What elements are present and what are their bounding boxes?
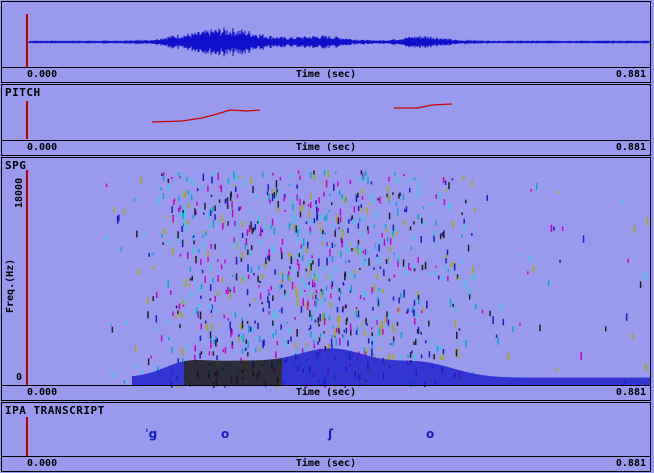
time-axis-end: 0.881 <box>615 69 646 80</box>
spectrogram-y-min: 0 <box>16 372 23 383</box>
spectrogram-panel[interactable]: SPG 18000 Freq.(Hz) 0 0.000 Time (sec) 0… <box>1 157 651 401</box>
cursor-marker[interactable] <box>26 14 28 68</box>
time-axis: 0.000 Time (sec) 0.881 <box>2 385 650 400</box>
time-axis-start: 0.000 <box>27 458 58 469</box>
ipa-symbol[interactable]: o <box>426 427 435 441</box>
spectrogram-plot <box>105 170 650 388</box>
time-axis-start: 0.000 <box>27 142 58 153</box>
time-axis-end: 0.881 <box>615 458 646 469</box>
time-axis-end: 0.881 <box>615 142 646 153</box>
ipa-symbol[interactable]: ʃ <box>328 427 333 441</box>
time-axis: 0.000 Time (sec) 0.881 <box>2 67 650 82</box>
pitch-title: PITCH <box>5 86 41 99</box>
time-axis-label: Time (sec) <box>295 142 357 153</box>
ipa-symbol[interactable]: o <box>221 427 230 441</box>
pitch-panel[interactable]: PITCH 0.000 Time (sec) 0.881 <box>1 84 651 156</box>
time-axis-label: Time (sec) <box>295 387 357 398</box>
cursor-marker[interactable] <box>26 101 28 139</box>
time-axis-start: 0.000 <box>27 387 58 398</box>
ipa-symbol[interactable]: ˈg <box>145 427 158 441</box>
waveform-panel[interactable]: 0.000 Time (sec) 0.881 <box>1 1 651 83</box>
transcript-panel[interactable]: IPA TRANSCRIPT ˈg o ʃ o 0.000 Time (sec)… <box>1 402 651 472</box>
spectrogram-title: SPG <box>5 159 27 172</box>
time-axis-start: 0.000 <box>27 69 58 80</box>
cursor-marker[interactable] <box>26 417 28 457</box>
pitch-segment <box>151 109 261 123</box>
time-axis: 0.000 Time (sec) 0.881 <box>2 456 650 471</box>
cursor-marker[interactable] <box>26 170 28 386</box>
time-axis: 0.000 Time (sec) 0.881 <box>2 140 650 155</box>
pitch-segment <box>394 103 453 109</box>
waveform-plot <box>28 27 651 57</box>
time-axis-end: 0.881 <box>615 387 646 398</box>
waveform-trace <box>28 27 651 57</box>
transcript-title: IPA TRANSCRIPT <box>5 404 105 417</box>
time-axis-label: Time (sec) <box>295 458 357 469</box>
pitch-contour <box>151 103 453 123</box>
time-axis-label: Time (sec) <box>295 69 357 80</box>
